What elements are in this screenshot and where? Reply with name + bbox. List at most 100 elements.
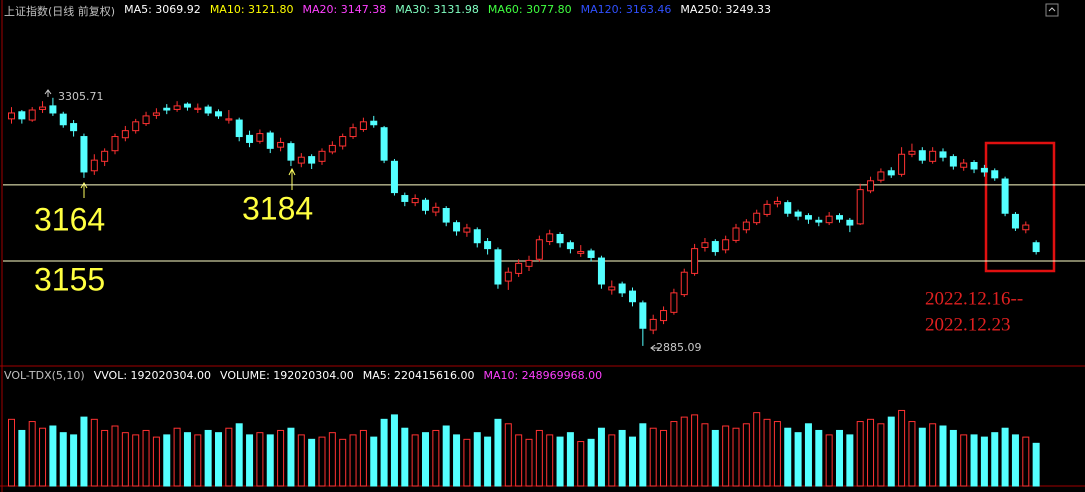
highlight-box: [984, 141, 1056, 273]
volume-bar: [90, 418, 98, 487]
candle-body: [525, 259, 533, 267]
candle-body: [949, 156, 957, 167]
indicator-label: MA120: 3163.46: [580, 3, 672, 16]
candle-body: [1022, 224, 1030, 231]
candle-body: [1001, 178, 1009, 214]
volume-bar: [804, 423, 812, 487]
volume-bar: [980, 436, 988, 487]
volume-bar: [152, 436, 160, 487]
candle-body: [152, 112, 160, 116]
volume-bar: [246, 434, 254, 487]
volume-bar: [463, 438, 471, 487]
volume-header: VOL-TDX(5,10) VVOL: 192020304.00 VOLUME: 1…: [4, 369, 602, 382]
volume-bar: [380, 418, 388, 487]
annotation: 2885.09: [656, 341, 702, 354]
candle-body: [370, 120, 378, 126]
volume-bar: [711, 429, 719, 487]
volume-bar: [722, 425, 730, 487]
candle-body: [587, 250, 595, 258]
volume-bar: [515, 434, 523, 487]
volume-bar: [960, 434, 968, 487]
volume-bar: [256, 432, 264, 487]
volume-bar: [111, 425, 119, 487]
candle-body: [1011, 213, 1019, 229]
candle-body: [629, 290, 636, 303]
candle-body: [225, 118, 233, 121]
candle-body: [39, 106, 47, 110]
candle-body: [163, 107, 171, 111]
candle-body: [742, 221, 750, 231]
candle-body: [794, 211, 802, 217]
annotation: 2022.12.16--: [925, 288, 1023, 309]
main-header: 上证指数(日线 前复权) MA5: 3069.92 MA10: 3121.80 MA2…: [4, 3, 771, 19]
chart-title: 上证指数(日线 前复权): [4, 5, 116, 18]
annotation: 3164: [34, 201, 105, 237]
volume-bar: [359, 429, 367, 487]
volume-bar: [349, 434, 357, 487]
candle-body: [339, 136, 347, 147]
volume-bar: [411, 434, 419, 487]
volume-bar: [577, 441, 585, 487]
volume-bar: [618, 429, 626, 487]
candle-body: [939, 151, 947, 158]
indicator-label: MA20: 3147.38: [302, 3, 387, 16]
volume-bar: [473, 432, 481, 487]
volume-bar: [442, 425, 450, 487]
volume-bar: [339, 438, 347, 487]
annotation: 3305.71: [58, 90, 104, 103]
volume-bar: [991, 432, 999, 487]
candle-body: [453, 222, 461, 232]
volume-bar: [163, 434, 171, 487]
volume-bar: [535, 429, 543, 487]
volume-bar: [763, 418, 771, 487]
candle-body: [28, 109, 36, 121]
candle-body: [670, 292, 678, 313]
volume-bar: [525, 438, 533, 487]
volume-bar: [680, 416, 688, 487]
candle-body: [59, 113, 67, 126]
annotation: 3155: [34, 261, 105, 297]
volume-bar: [422, 432, 429, 487]
volume-bar: [287, 427, 295, 487]
candle-body: [556, 233, 564, 244]
volume-bar: [773, 421, 781, 487]
candle-body: [473, 229, 481, 244]
candle-body: [877, 171, 885, 181]
volume-bar: [132, 434, 140, 487]
volume-bar: [390, 414, 398, 487]
candle-body: [70, 123, 78, 132]
candle-body: [142, 115, 150, 125]
candle-body: [401, 195, 409, 202]
candle-body: [504, 271, 512, 282]
volume-bar: [142, 429, 150, 487]
volume-bar: [328, 432, 336, 487]
volume-bar: [639, 423, 647, 487]
indicator-label: VVOL: 192020304.00: [93, 369, 212, 382]
candle-body: [898, 153, 906, 175]
low-marker: [650, 344, 660, 352]
candle-body: [80, 136, 88, 173]
candle-body: [318, 150, 326, 162]
volume-bar: [204, 429, 212, 487]
volume-bar: [1032, 442, 1040, 487]
indicator-label: MA250: 3249.33: [680, 3, 772, 16]
volume-bar: [39, 427, 47, 487]
candle-body: [359, 121, 367, 130]
candle-body: [856, 189, 864, 225]
candle-body: [660, 310, 668, 322]
annotation: 3184: [242, 190, 313, 226]
volume-bar: [929, 423, 937, 487]
volume-bar: [753, 412, 761, 487]
arrow: [288, 167, 296, 190]
volume-bar: [1001, 427, 1009, 487]
candle-body: [691, 248, 699, 274]
candle-body: [121, 130, 129, 139]
collapse-button[interactable]: [1045, 3, 1059, 17]
volume-bar: [173, 427, 181, 487]
candle-body: [297, 156, 305, 164]
candle-body: [867, 180, 875, 192]
volume-bar: [608, 434, 616, 487]
annotation: 2022.12.23: [925, 314, 1011, 335]
volume-bar: [587, 438, 595, 487]
candle-body: [349, 127, 357, 138]
